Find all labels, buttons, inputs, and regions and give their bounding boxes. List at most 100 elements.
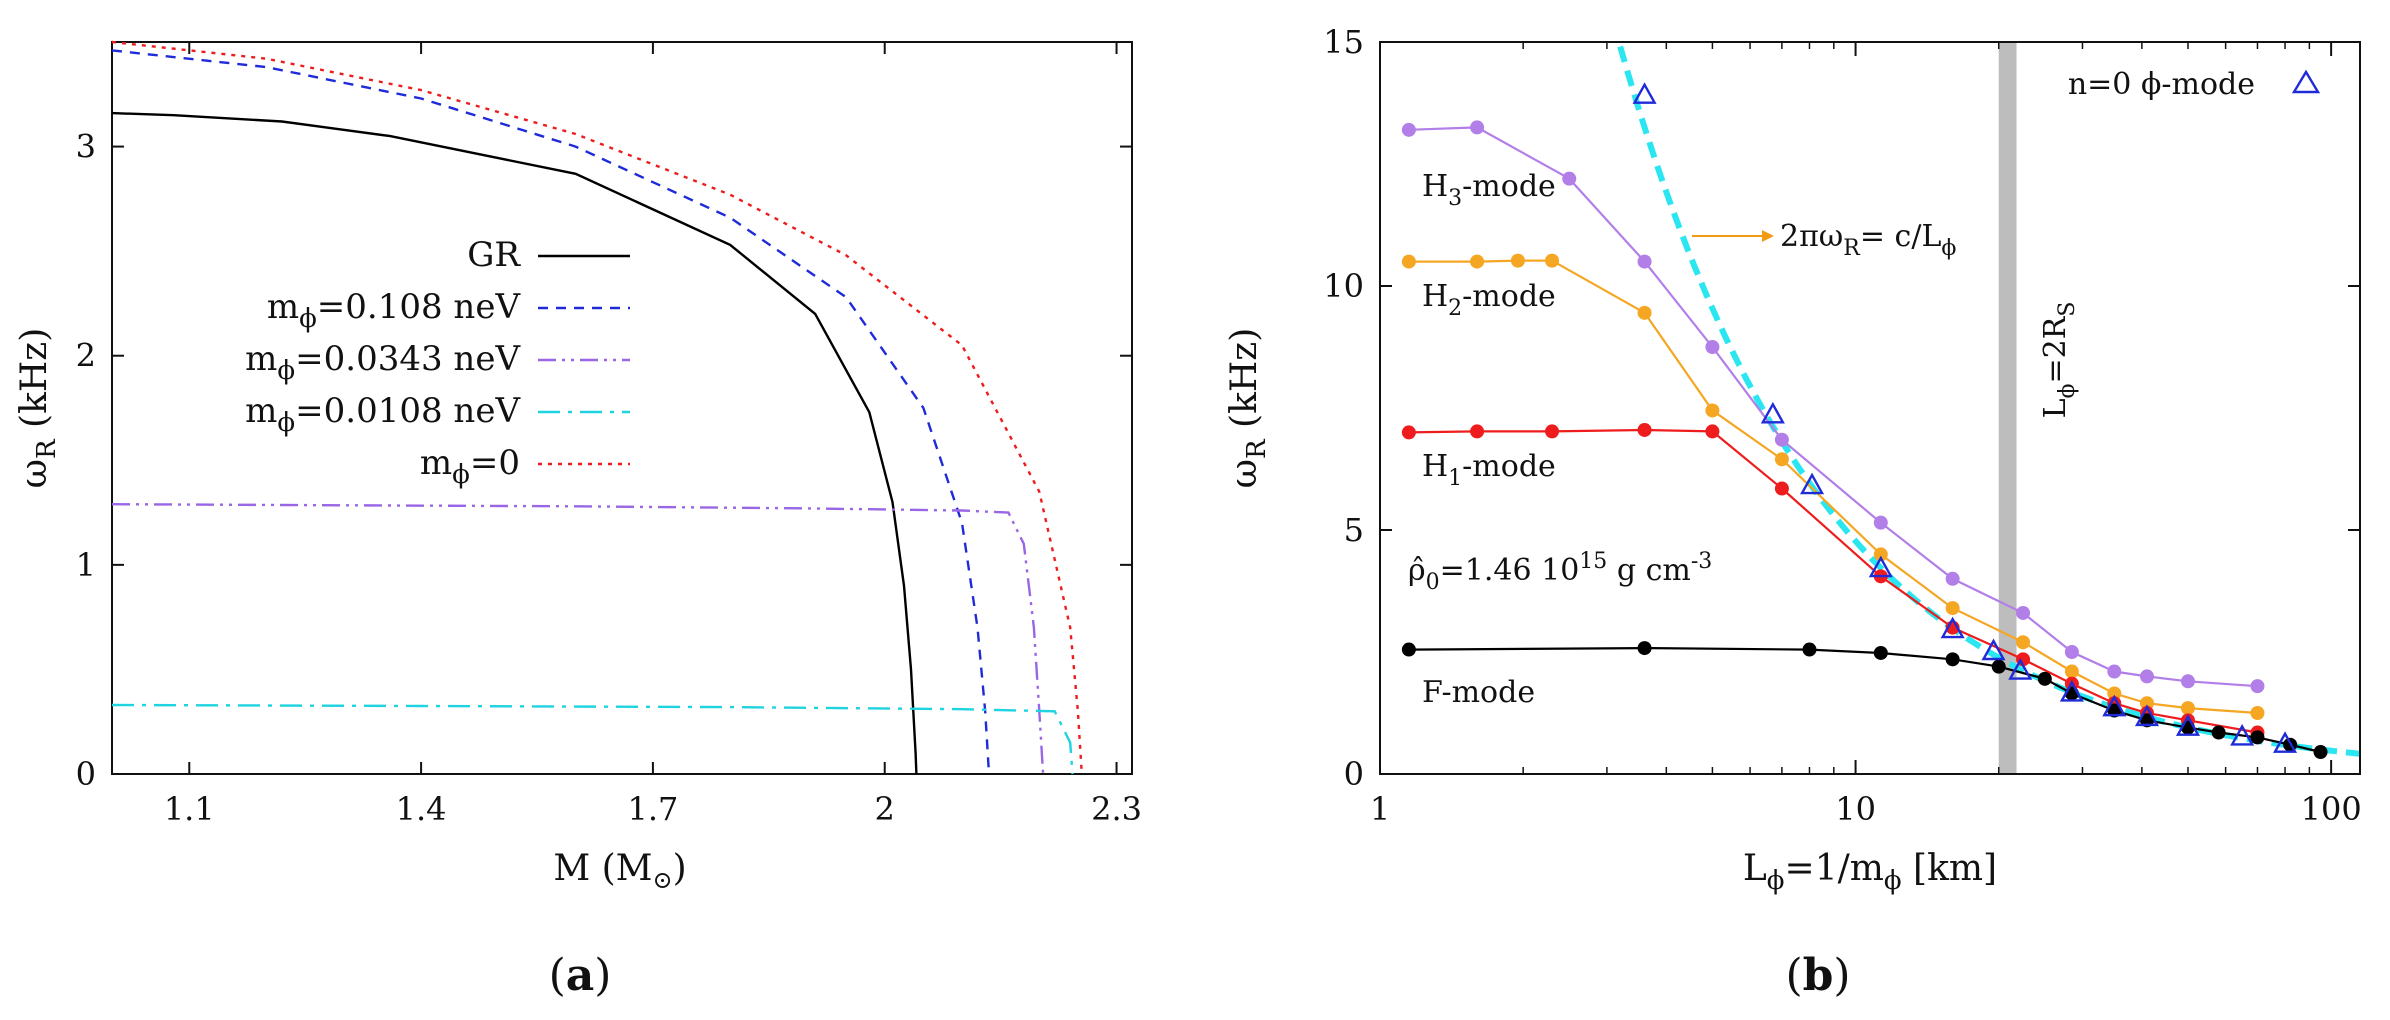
series-point-b-3 [2250, 730, 2265, 745]
chart-a-ylabel: ωR (kHz) [14, 328, 62, 489]
x-tick-label: 1 [1370, 790, 1390, 828]
y-tick-label: 1 [76, 546, 96, 584]
series-point-b-1 [1873, 547, 1888, 562]
x-tick-label: 2.3 [1091, 790, 1142, 828]
series-point-b-0 [2180, 674, 2195, 689]
series-point-b-2 [1637, 422, 1652, 437]
legend-a-entry-2: mϕ=0.0343 neV [245, 339, 521, 386]
phi-mode-marker [2008, 658, 2033, 680]
series-point-b-3 [2313, 745, 2328, 760]
series-line-a-1 [111, 49, 991, 775]
chart-b-ticks: 1 10 100 0 5 10 15 [1323, 23, 2361, 828]
series-point-b-0 [2016, 605, 2031, 620]
series-point-b-0 [1705, 340, 1720, 354]
series-point-b-0 [1401, 122, 1416, 137]
y-tick-label: 10 [1323, 267, 1364, 305]
band-label: Lϕ=2RS [2038, 302, 2080, 419]
series-point-b-3 [1802, 642, 1817, 657]
series-point-b-2 [1401, 425, 1416, 440]
density-annotation: ρ̂0=1.46 1015 g cm-3 [1408, 549, 1712, 595]
chart-b: 1 10 100 0 5 10 15 Lϕ=2RS H3-mode H2-mode H1-m… [1224, 23, 2362, 1001]
series-line-b-3 [1408, 646, 2321, 754]
series-point-b-2 [1705, 424, 1720, 439]
series-point-b-0 [2250, 679, 2265, 694]
series-point-b-3 [1401, 642, 1416, 657]
legend-a-entry-0: GR [467, 235, 521, 275]
series-point-b-0 [2107, 664, 2122, 679]
label-f-mode: F-mode [1422, 675, 1535, 710]
series-point-b-1 [1637, 305, 1652, 320]
chart-b-series [1401, 120, 2328, 760]
x-tick-label: 1.7 [627, 790, 678, 828]
series-point-b-1 [1401, 254, 1416, 269]
y-tick-label: 3 [76, 128, 96, 166]
series-point-b-0 [1637, 254, 1652, 269]
series-point-b-1 [1510, 253, 1525, 268]
series-point-b-1 [2107, 686, 2122, 701]
series-point-b-1 [2250, 706, 2265, 720]
chart-a: 1.1 1.4 1.7 2 2.3 0 1 2 3 GR mϕ=0.108 neV mϕ=0.0… [14, 40, 1142, 1001]
series-point-b-0 [2064, 645, 2079, 659]
series-point-b-1 [1705, 403, 1720, 418]
formula-annotation: 2πωR= c/Lϕ [1780, 219, 1956, 261]
series-point-b-1 [2180, 701, 2195, 716]
series-point-b-0 [1873, 515, 1888, 530]
legend-b-phi-mode: n=0 ϕ-mode [2068, 67, 2255, 102]
series-point-b-2 [1470, 424, 1485, 439]
y-tick-label: 0 [1344, 755, 1364, 793]
series-line-a-2 [111, 503, 1045, 775]
chart-a-ticks: 1.1 1.4 1.7 2 2.3 0 1 2 3 [76, 42, 1142, 828]
series-point-b-0 [1945, 571, 1960, 586]
phi-mode-marker [1981, 638, 2006, 661]
phi-mode-marker [1940, 616, 1965, 639]
series-line-a-3 [111, 703, 1074, 775]
chart-b-band [1998, 42, 2017, 774]
x-tick-label: 1.4 [396, 790, 447, 828]
x-tick-label: 100 [2301, 790, 2362, 828]
series-point-b-2 [1545, 424, 1560, 439]
chart-b-xlabel: Lϕ=1/mϕ [km] [1743, 848, 1997, 896]
chart-a-curves [111, 40, 1083, 775]
legend-b-phi-marker [2291, 69, 2321, 94]
chart-b-phi-mode [1632, 82, 2298, 753]
series-point-b-3 [2037, 671, 2052, 686]
phi-mode-marker [1800, 472, 1825, 495]
series-point-b-3 [2211, 725, 2226, 740]
series-point-b-2 [1774, 481, 1789, 496]
chart-a-legend: GR mϕ=0.108 neV mϕ=0.0343 neV mϕ=0.0108 … [245, 235, 630, 490]
y-tick-label: 2 [76, 337, 96, 375]
phi-mode-marker [2059, 680, 2084, 702]
phi-mode-marker [1868, 555, 1893, 578]
label-h3-mode: H3-mode [1422, 169, 1556, 211]
series-point-b-3 [1945, 652, 1960, 667]
y-tick-label: 15 [1323, 23, 1364, 61]
series-line-a-0 [111, 111, 918, 775]
series-line-b-1 [1408, 259, 2258, 715]
y-tick-label: 5 [1344, 511, 1364, 549]
series-point-b-0 [1562, 171, 1577, 186]
series-point-b-0 [2139, 669, 2154, 684]
series-point-b-1 [1945, 601, 1960, 616]
phi-mode-marker [1760, 401, 1785, 424]
chart-a-frame [111, 41, 1133, 775]
legend-a-entry-4: mϕ=0 [420, 443, 520, 490]
phi-mode-marker [2230, 723, 2255, 746]
series-point-b-1 [1470, 254, 1485, 269]
x-tick-label: 2 [875, 790, 895, 828]
chart-b-panel-label: (b) [1785, 950, 1850, 1001]
label-h2-mode: H2-mode [1422, 279, 1556, 321]
y-tick-label: 0 [76, 755, 96, 793]
series-line-b-0 [1408, 126, 2258, 688]
series-point-b-1 [2139, 696, 2154, 711]
series-point-b-1 [1774, 452, 1789, 467]
chart-b-frame [1379, 41, 2361, 775]
chart-b-ylabel: ωR (kHz) [1224, 328, 1272, 489]
phi-mode-marker [2134, 704, 2160, 727]
series-point-b-0 [1470, 120, 1485, 135]
series-point-b-1 [1545, 253, 1560, 268]
x-tick-label: 10 [1835, 790, 1876, 828]
series-point-b-3 [1873, 645, 1888, 660]
phi-mode-marker [1632, 82, 1657, 104]
formula-arrow-head [1762, 230, 1774, 242]
